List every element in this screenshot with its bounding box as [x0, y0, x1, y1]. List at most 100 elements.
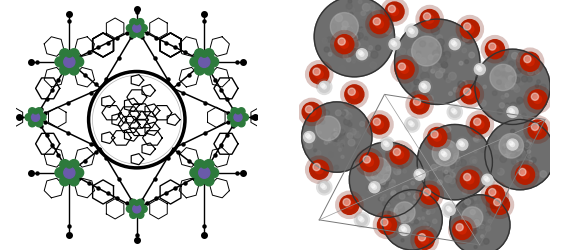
Circle shape [410, 218, 413, 222]
Circle shape [448, 173, 453, 177]
Circle shape [415, 220, 418, 223]
Circle shape [517, 80, 523, 86]
Circle shape [397, 171, 401, 174]
Circle shape [450, 195, 510, 250]
Circle shape [393, 149, 401, 156]
Circle shape [431, 27, 439, 36]
Circle shape [127, 205, 134, 213]
Circle shape [515, 161, 519, 165]
Circle shape [481, 235, 484, 238]
Circle shape [514, 144, 518, 148]
Circle shape [495, 205, 498, 208]
Circle shape [459, 160, 466, 166]
Circle shape [437, 63, 441, 66]
Circle shape [324, 141, 328, 145]
Circle shape [335, 125, 341, 131]
Circle shape [449, 146, 454, 152]
Circle shape [519, 151, 525, 157]
Circle shape [506, 73, 512, 80]
Circle shape [416, 171, 420, 175]
Circle shape [359, 216, 363, 220]
Circle shape [475, 50, 550, 125]
Circle shape [431, 165, 437, 171]
Circle shape [135, 201, 139, 206]
Circle shape [517, 102, 520, 105]
Circle shape [512, 85, 518, 90]
Circle shape [393, 217, 396, 220]
Circle shape [528, 90, 547, 110]
Circle shape [444, 74, 450, 81]
Circle shape [370, 116, 389, 134]
Circle shape [458, 216, 462, 219]
Circle shape [445, 170, 448, 174]
Circle shape [334, 135, 341, 142]
Circle shape [470, 165, 476, 170]
Circle shape [474, 198, 477, 200]
Circle shape [201, 52, 207, 58]
Circle shape [320, 84, 325, 88]
Circle shape [494, 199, 501, 206]
Circle shape [353, 13, 361, 21]
Circle shape [410, 214, 414, 218]
Circle shape [504, 144, 508, 148]
Circle shape [338, 39, 345, 46]
Circle shape [422, 82, 426, 86]
Circle shape [475, 204, 478, 207]
Circle shape [449, 73, 457, 81]
Circle shape [324, 48, 329, 53]
Circle shape [350, 129, 356, 136]
Circle shape [313, 69, 320, 76]
Circle shape [413, 87, 421, 96]
Circle shape [507, 114, 512, 119]
Circle shape [367, 185, 372, 191]
Circle shape [363, 156, 371, 164]
Circle shape [374, 168, 377, 172]
Circle shape [478, 213, 481, 216]
Circle shape [383, 182, 387, 186]
Circle shape [408, 193, 410, 195]
Circle shape [353, 42, 360, 49]
Circle shape [388, 6, 396, 14]
Circle shape [420, 186, 439, 204]
Circle shape [343, 55, 348, 60]
Circle shape [342, 22, 348, 28]
Circle shape [381, 219, 388, 226]
Circle shape [304, 132, 315, 143]
Circle shape [378, 177, 386, 184]
Circle shape [409, 121, 413, 126]
Circle shape [366, 159, 372, 164]
Circle shape [385, 174, 389, 178]
Circle shape [310, 66, 329, 84]
Circle shape [401, 215, 406, 220]
Circle shape [74, 168, 84, 178]
Circle shape [314, 149, 317, 152]
Circle shape [432, 140, 458, 166]
Circle shape [204, 176, 214, 186]
Circle shape [375, 13, 381, 18]
Circle shape [426, 222, 430, 227]
Circle shape [494, 71, 500, 77]
Circle shape [329, 153, 333, 157]
Circle shape [421, 170, 428, 177]
Circle shape [404, 220, 408, 225]
Circle shape [361, 42, 369, 50]
Circle shape [358, 27, 363, 32]
Circle shape [445, 126, 451, 133]
Circle shape [383, 194, 386, 198]
Circle shape [469, 221, 475, 227]
Circle shape [540, 171, 547, 178]
Circle shape [429, 209, 431, 212]
Circle shape [389, 184, 396, 190]
Circle shape [64, 168, 75, 178]
Circle shape [445, 138, 449, 142]
Circle shape [516, 115, 523, 121]
Circle shape [521, 157, 524, 160]
Circle shape [468, 180, 474, 186]
Circle shape [437, 46, 443, 53]
Circle shape [385, 29, 392, 35]
Circle shape [364, 158, 391, 184]
Circle shape [475, 224, 478, 227]
Circle shape [461, 86, 479, 104]
Circle shape [381, 187, 385, 191]
Circle shape [348, 123, 352, 127]
